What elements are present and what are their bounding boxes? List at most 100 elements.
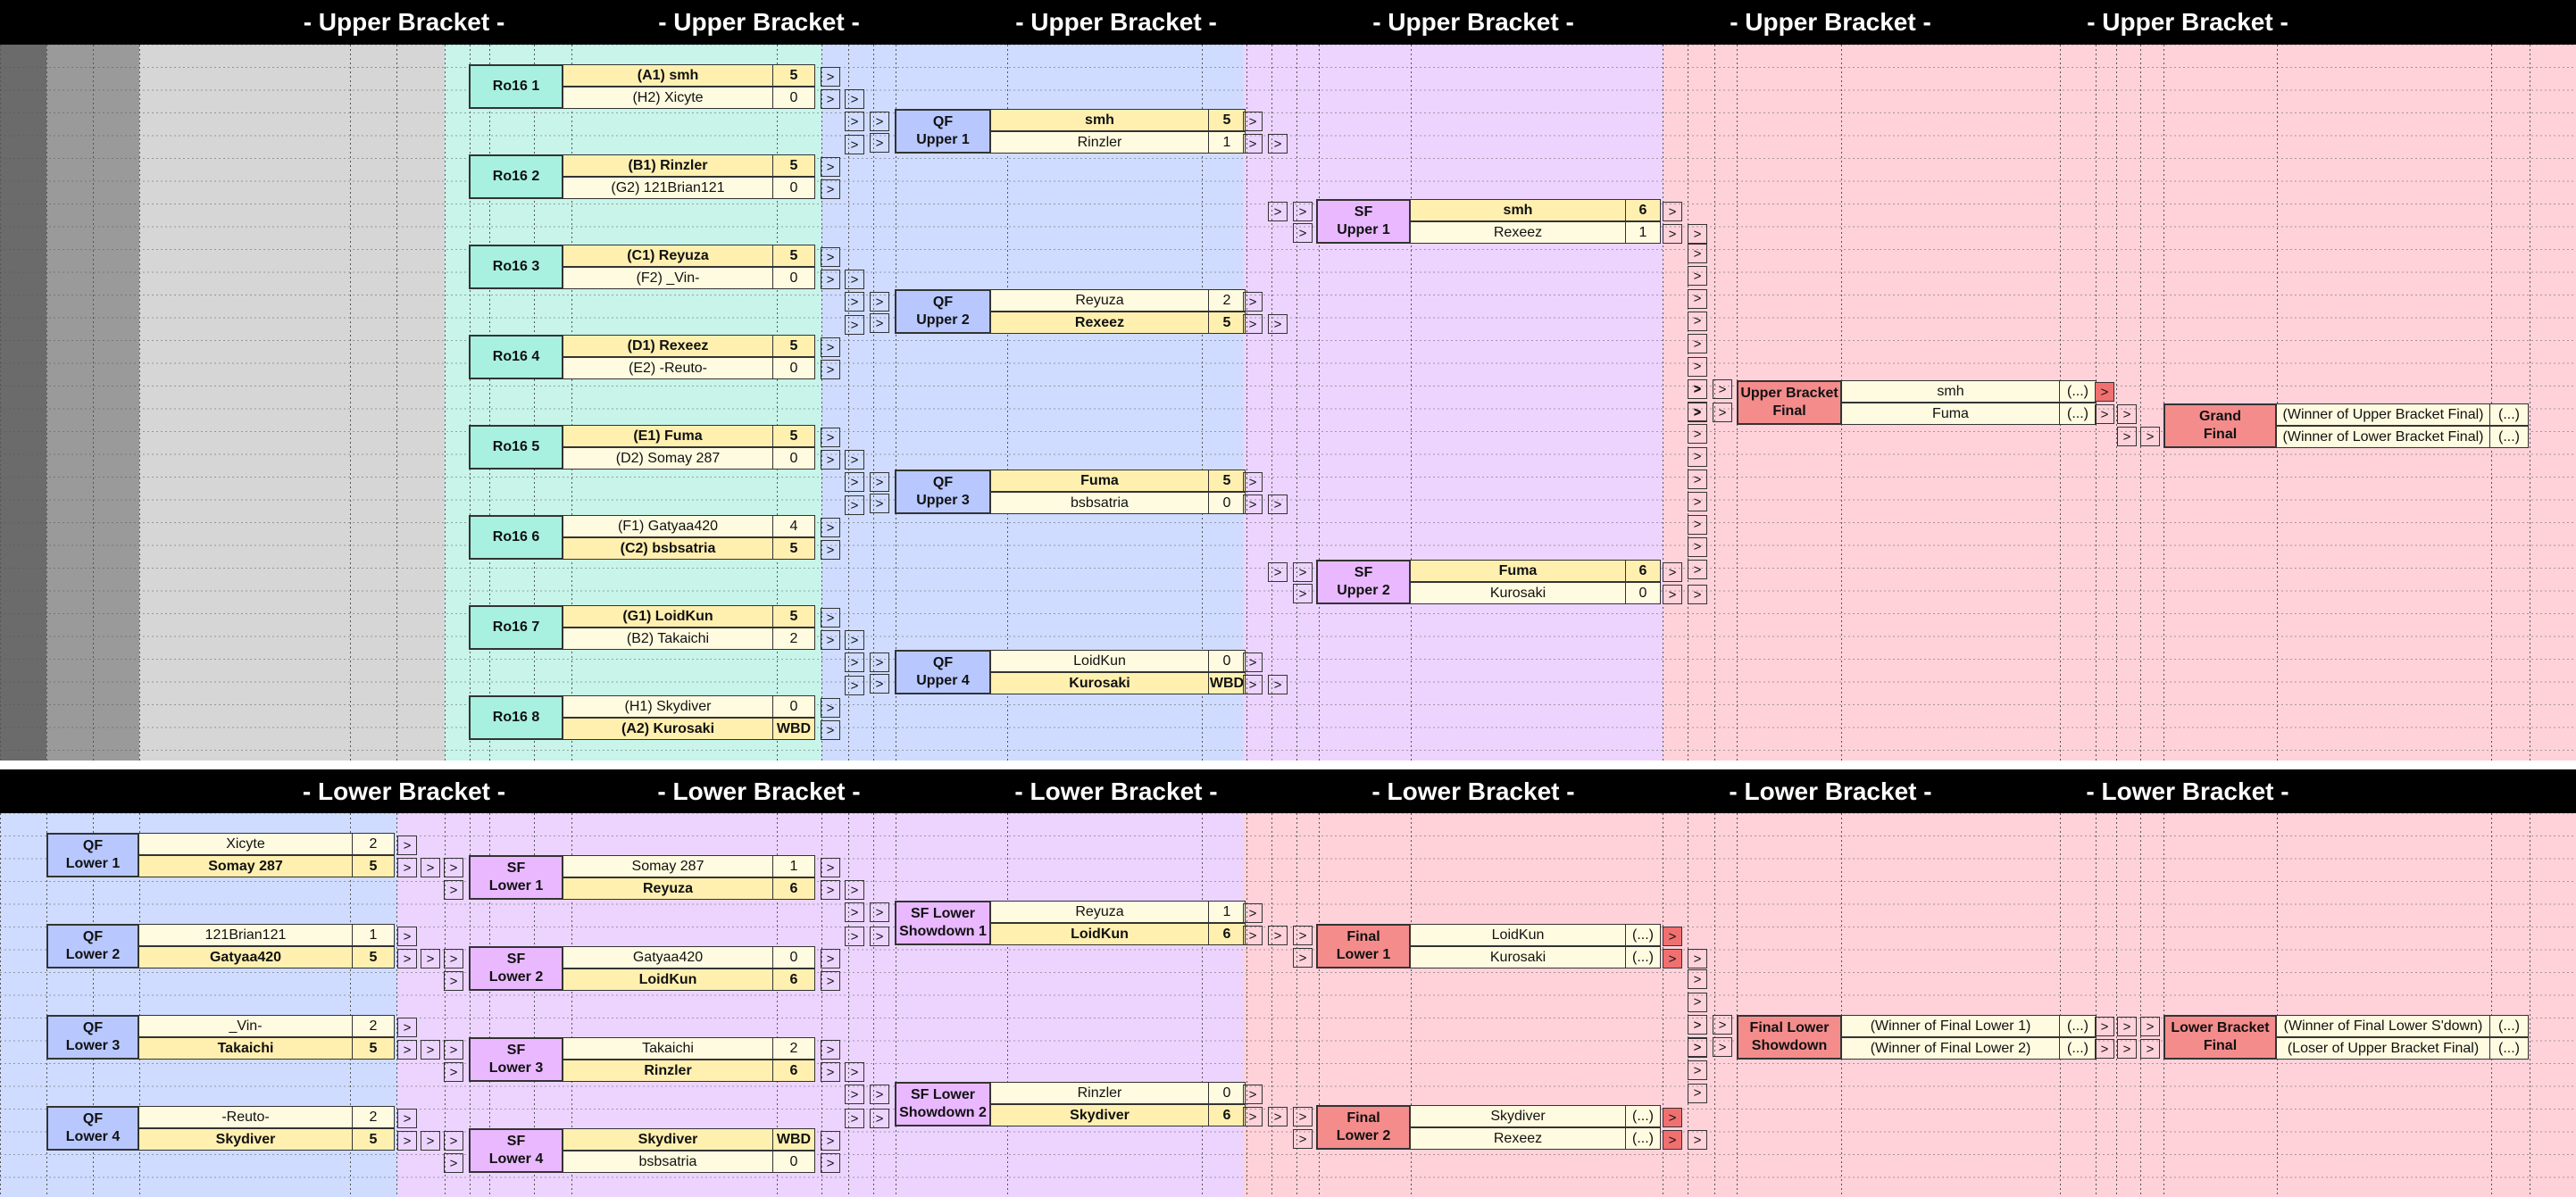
player-cell[interactable]: Rexeez	[1410, 221, 1626, 244]
score-cell[interactable]: 0	[772, 267, 815, 289]
score-cell[interactable]: 2	[352, 1015, 395, 1037]
score-cell[interactable]: 0	[772, 87, 815, 109]
player-cell[interactable]: smh	[990, 109, 1209, 131]
score-cell[interactable]: WBD	[772, 718, 815, 740]
player-cell[interactable]: Reyuza	[990, 289, 1209, 312]
score-cell[interactable]: 0	[1208, 492, 1246, 514]
score-cell[interactable]: 5	[1208, 312, 1246, 334]
score-cell[interactable]: 1	[1208, 131, 1246, 154]
player-cell[interactable]: (A1) smh	[563, 64, 773, 87]
player-cell[interactable]: (D2) Somay 287	[563, 447, 773, 470]
score-cell[interactable]: (...)	[2489, 403, 2529, 426]
score-cell[interactable]: (...)	[1625, 924, 1661, 946]
player-cell[interactable]: smh	[1841, 380, 2060, 403]
player-cell[interactable]: Reyuza	[563, 877, 773, 900]
player-cell[interactable]: Takaichi	[563, 1037, 773, 1060]
score-cell[interactable]: 2	[352, 833, 395, 855]
score-cell[interactable]: WBD	[1208, 672, 1246, 694]
score-cell[interactable]: 6	[772, 968, 815, 991]
player-cell[interactable]: (B2) Takaichi	[563, 628, 773, 650]
player-cell[interactable]: (G2) 121Brian121	[563, 177, 773, 199]
score-cell[interactable]: 5	[772, 537, 815, 560]
player-cell[interactable]: (Winner of Upper Bracket Final)	[2276, 403, 2490, 426]
player-cell[interactable]: Rexeez	[1410, 1127, 1626, 1150]
player-cell[interactable]: smh	[1410, 199, 1626, 221]
player-cell[interactable]: (E1) Fuma	[563, 425, 773, 447]
score-cell[interactable]: 4	[772, 515, 815, 537]
player-cell[interactable]: Gatyaa420	[563, 946, 773, 968]
score-cell[interactable]: 5	[772, 335, 815, 357]
player-cell[interactable]: Skydiver	[990, 1104, 1209, 1126]
score-cell[interactable]: 5	[772, 154, 815, 177]
score-cell[interactable]: 6	[1208, 923, 1246, 945]
player-cell[interactable]: (E2) -Reuto-	[563, 357, 773, 379]
player-cell[interactable]: Skydiver	[138, 1128, 353, 1151]
score-cell[interactable]: 0	[1208, 1082, 1246, 1104]
player-cell[interactable]: _Vin-	[138, 1015, 353, 1037]
score-cell[interactable]: 6	[772, 1060, 815, 1082]
player-cell[interactable]: Somay 287	[138, 855, 353, 877]
player-cell[interactable]: (F1) Gatyaa420	[563, 515, 773, 537]
player-cell[interactable]: Reyuza	[990, 901, 1209, 923]
player-cell[interactable]: -Reuto-	[138, 1106, 353, 1128]
player-cell[interactable]: Rinzler	[990, 1082, 1209, 1104]
player-cell[interactable]: (Winner of Final Lower 1)	[1841, 1015, 2060, 1037]
score-cell[interactable]: (...)	[2059, 1037, 2097, 1060]
player-cell[interactable]: Fuma	[990, 470, 1209, 492]
player-cell[interactable]: Skydiver	[1410, 1105, 1626, 1127]
score-cell[interactable]: 0	[1208, 650, 1246, 672]
player-cell[interactable]: Fuma	[1410, 560, 1626, 582]
player-cell[interactable]: (C2) bsbsatria	[563, 537, 773, 560]
score-cell[interactable]: 6	[1208, 1104, 1246, 1126]
score-cell[interactable]: 5	[772, 605, 815, 628]
score-cell[interactable]: 0	[772, 695, 815, 718]
score-cell[interactable]: 6	[1625, 199, 1661, 221]
score-cell[interactable]: 1	[772, 855, 815, 877]
score-cell[interactable]: 1	[352, 924, 395, 946]
player-cell[interactable]: LoidKun	[1410, 924, 1626, 946]
score-cell[interactable]: 0	[772, 177, 815, 199]
score-cell[interactable]: 5	[352, 1037, 395, 1060]
player-cell[interactable]: (H1) Skydiver	[563, 695, 773, 718]
player-cell[interactable]: Fuma	[1841, 403, 2060, 425]
player-cell[interactable]: bsbsatria	[563, 1151, 773, 1173]
score-cell[interactable]: WBD	[772, 1128, 815, 1151]
player-cell[interactable]: LoidKun	[563, 968, 773, 991]
player-cell[interactable]: (Winner of Final Lower 2)	[1841, 1037, 2060, 1060]
player-cell[interactable]: (D1) Rexeez	[563, 335, 773, 357]
score-cell[interactable]: 2	[772, 628, 815, 650]
score-cell[interactable]: (...)	[1625, 946, 1661, 968]
score-cell[interactable]: 6	[772, 877, 815, 900]
score-cell[interactable]: 5	[1208, 470, 1246, 492]
score-cell[interactable]: (...)	[2489, 1015, 2529, 1037]
score-cell[interactable]: (...)	[2059, 1015, 2097, 1037]
player-cell[interactable]: Rexeez	[990, 312, 1209, 334]
score-cell[interactable]: 1	[1625, 221, 1661, 244]
player-cell[interactable]: LoidKun	[990, 923, 1209, 945]
player-cell[interactable]: Rinzler	[990, 131, 1209, 154]
player-cell[interactable]: (C1) Reyuza	[563, 245, 773, 267]
player-cell[interactable]: (H2) Xicyte	[563, 87, 773, 109]
player-cell[interactable]: (Loser of Upper Bracket Final)	[2276, 1037, 2490, 1060]
score-cell[interactable]: 2	[772, 1037, 815, 1060]
score-cell[interactable]: 0	[772, 357, 815, 379]
player-cell[interactable]: Somay 287	[563, 855, 773, 877]
player-cell[interactable]: Gatyaa420	[138, 946, 353, 968]
player-cell[interactable]: Kurosaki	[1410, 582, 1626, 604]
player-cell[interactable]: (Winner of Final Lower S'down)	[2276, 1015, 2490, 1037]
score-cell[interactable]: (...)	[2059, 403, 2097, 425]
score-cell[interactable]: (...)	[2489, 1037, 2529, 1060]
player-cell[interactable]: (A2) Kurosaki	[563, 718, 773, 740]
score-cell[interactable]: 2	[352, 1106, 395, 1128]
score-cell[interactable]: 6	[1625, 560, 1661, 582]
player-cell[interactable]: Skydiver	[563, 1128, 773, 1151]
player-cell[interactable]: (B1) Rinzler	[563, 154, 773, 177]
player-cell[interactable]: bsbsatria	[990, 492, 1209, 514]
score-cell[interactable]: (...)	[2489, 426, 2529, 448]
player-cell[interactable]: LoidKun	[990, 650, 1209, 672]
score-cell[interactable]: 0	[772, 946, 815, 968]
player-cell[interactable]: 121Brian121	[138, 924, 353, 946]
score-cell[interactable]: 0	[1625, 582, 1661, 604]
score-cell[interactable]: 5	[772, 245, 815, 267]
score-cell[interactable]: 1	[1208, 901, 1246, 923]
